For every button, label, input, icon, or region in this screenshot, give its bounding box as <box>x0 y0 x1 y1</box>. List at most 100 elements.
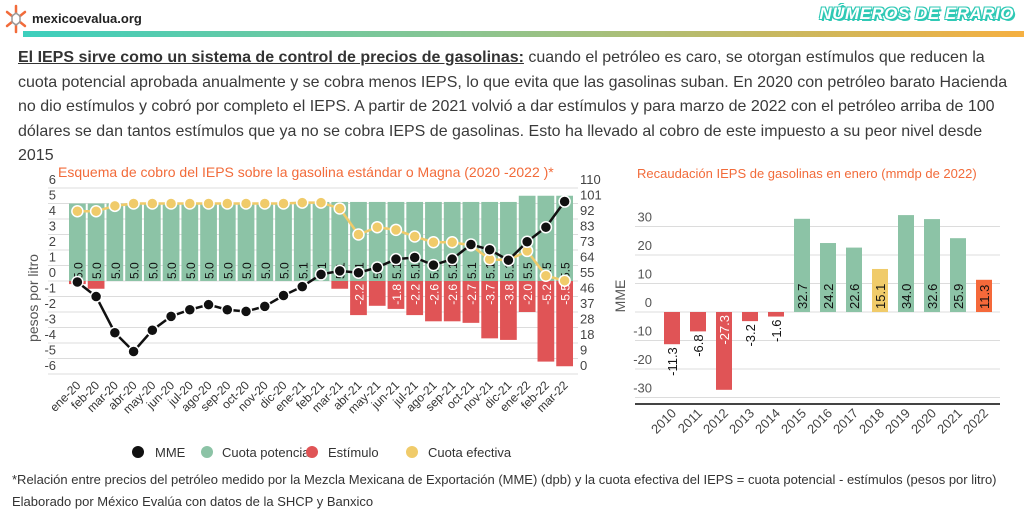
cuota-potencial-bar <box>350 201 367 281</box>
cuota-potencial-bar <box>69 203 86 281</box>
mme-point <box>221 303 234 316</box>
y-tick-label: 20 <box>638 238 652 253</box>
bar <box>768 312 784 317</box>
cuota-potencial-bar <box>368 201 386 281</box>
cuota-potencial-bar <box>331 201 349 281</box>
cuota-efectiva-point <box>183 197 197 210</box>
cuota-efectiva-point <box>202 197 215 210</box>
mme-point <box>146 323 159 337</box>
cuota-potencial-label: 5.0 <box>165 262 179 279</box>
mme-point <box>389 252 403 266</box>
intro-paragraph: El IEPS sirve como un sistema de control… <box>18 46 1018 169</box>
cuota-potencial-label: 5.0 <box>90 262 104 279</box>
cuota-potencial-label: 5.0 <box>240 262 254 279</box>
cuota-potencial-bar <box>556 195 573 281</box>
cuota-efectiva-point <box>296 196 309 209</box>
cuota-potencial-bar <box>312 201 330 281</box>
bar-value-label: 11.3 <box>977 285 992 309</box>
y-tick-label: -5 <box>44 343 56 358</box>
y2-tick-label: 37 <box>580 296 594 311</box>
cuota-efectiva-point <box>333 202 346 215</box>
estimulo-bar <box>556 281 573 367</box>
estimulo-bar <box>500 281 517 340</box>
cuota-potencial-label: 5.1 <box>446 262 460 279</box>
y2-tick-label: 46 <box>580 281 594 296</box>
mme-point <box>258 300 272 313</box>
y2-tick-label: 92 <box>580 203 594 218</box>
cuota-potencial-bar <box>162 203 180 281</box>
cuota-potencial-label: 5.5 <box>521 262 535 279</box>
y-tick-label: 0 <box>645 295 652 310</box>
y-tick-label: 30 <box>638 210 652 225</box>
estimulo-bar <box>462 281 480 323</box>
cuota-efectiva-point <box>445 236 459 249</box>
legend-swatch-cuota-efectiva <box>406 446 418 458</box>
bar <box>716 312 732 390</box>
cuota-efectiva-point <box>408 230 421 243</box>
cuota-potencial-label: 5.0 <box>259 262 273 279</box>
estimulo-label: -2.7 <box>465 284 479 305</box>
legend-swatch-estimulo <box>306 446 318 458</box>
y-tick-label: -6 <box>44 358 56 373</box>
mme-point <box>108 326 122 339</box>
cuota-potencial-label: 5.0 <box>128 262 142 279</box>
bar-value-label: 24.2 <box>821 284 836 309</box>
cuota-potencial-bar <box>106 203 124 281</box>
cuota-potencial-label: 5.0 <box>203 262 217 279</box>
mme-point <box>296 280 309 293</box>
cuota-efectiva-point <box>71 205 84 218</box>
cuota-efectiva-point <box>427 236 440 249</box>
estimulo-bar <box>368 281 386 306</box>
cuota-potencial-label: 5.1 <box>484 262 498 279</box>
cuota-efectiva-point <box>389 223 403 237</box>
cuota-efectiva-point <box>558 274 571 287</box>
estimulo-bar <box>481 281 499 339</box>
mme-point <box>352 266 365 279</box>
mme-point <box>314 268 328 281</box>
cuota-potencial-label: 5.5 <box>559 262 573 279</box>
y2-tick-label: 110 <box>580 172 601 187</box>
bar <box>794 218 810 312</box>
x-tick-label: 2021 <box>934 406 965 437</box>
estimulo-label: -1.8 <box>390 284 404 305</box>
estimulo-label: -3.7 <box>484 284 498 305</box>
estimulo-bar <box>387 281 405 309</box>
bar <box>976 279 992 312</box>
cuota-efectiva-point <box>89 205 103 218</box>
bar-value-label: 25.9 <box>951 284 966 309</box>
y-tick-label: -30 <box>633 381 652 396</box>
mme-point <box>427 258 440 272</box>
bar <box>742 312 758 322</box>
estimulo-bar <box>350 281 367 316</box>
y2-tick-label: 18 <box>580 327 594 342</box>
x-tick-label: 2012 <box>700 406 731 437</box>
cuota-potencial-bar <box>143 203 161 281</box>
mme-point <box>71 275 84 289</box>
bar-value-label: -6.8 <box>691 334 706 356</box>
x-tick-label: 2014 <box>752 406 783 437</box>
y-tick-label: 0 <box>49 265 56 280</box>
estimulo-bar <box>331 281 349 289</box>
bar <box>924 219 940 312</box>
x-tick-label: 2022 <box>960 406 991 437</box>
y-tick-label: 2 <box>49 234 56 249</box>
x-tick-label: 2018 <box>856 406 887 437</box>
cuota-potencial-bar <box>256 203 274 281</box>
bar-value-label: 32.6 <box>925 284 940 309</box>
site-name[interactable]: mexicoevalua.org <box>32 11 142 26</box>
legend-swatch-cuota-potencial <box>201 446 213 458</box>
mme-point <box>277 289 290 302</box>
bar <box>690 312 706 332</box>
cuota-potencial-label: 5.0 <box>109 262 123 279</box>
legend-label-mme: MME <box>155 445 186 460</box>
y2-tick-label: 9 <box>580 343 587 358</box>
y-tick-label: -2 <box>44 296 56 311</box>
cuota-potencial-label: 5.1 <box>390 262 404 279</box>
mme-point <box>127 345 140 358</box>
y-tick-label: 1 <box>49 250 56 265</box>
cuota-potencial-label: 5.0 <box>71 262 85 279</box>
y-tick-label: -20 <box>633 352 652 367</box>
footnote: *Relación entre precios del petróleo med… <box>12 472 997 487</box>
cuota-efectiva-point <box>370 220 384 234</box>
bar-value-label: 32.7 <box>795 284 810 309</box>
